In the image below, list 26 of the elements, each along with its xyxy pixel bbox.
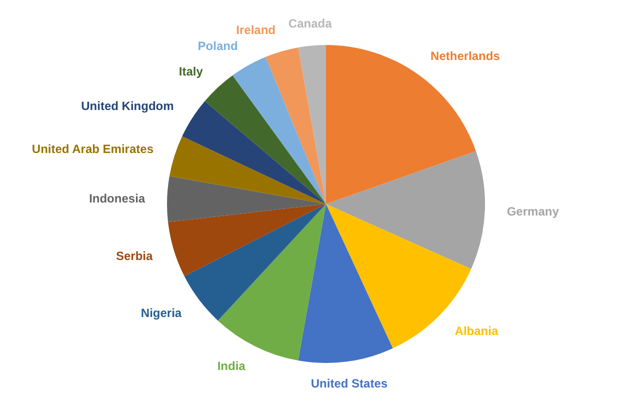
pie-slice [184, 204, 326, 321]
pie-slice [218, 204, 326, 361]
pie-slice [167, 176, 326, 222]
slice-label: India [217, 359, 246, 374]
pie-slice [298, 45, 326, 204]
pie-slice [169, 136, 326, 204]
pie-slice [266, 47, 326, 204]
slice-label: United States [310, 376, 388, 390]
pie-slice [298, 204, 393, 363]
slice-label: Serbia [116, 249, 153, 264]
slice-label: United Arab Emirates [32, 142, 154, 156]
slice-label: Canada [288, 16, 332, 31]
slice-label: Netherlands [430, 49, 500, 64]
pie-slice [204, 75, 326, 204]
slice-label: Ireland [236, 23, 276, 38]
slice-label: Poland [198, 38, 238, 53]
pie-slice [232, 56, 326, 204]
slice-label: Germany [506, 204, 560, 218]
pie-slice [182, 101, 326, 204]
slice-label: Indonesia [89, 191, 146, 206]
pie-slice [326, 151, 485, 269]
pie-slice [168, 204, 326, 276]
slice-label: United Kingdom [81, 99, 174, 114]
slice-label: Italy [178, 64, 204, 78]
slice-label: Nigeria [140, 306, 182, 320]
slice-label: Albania [454, 324, 498, 338]
